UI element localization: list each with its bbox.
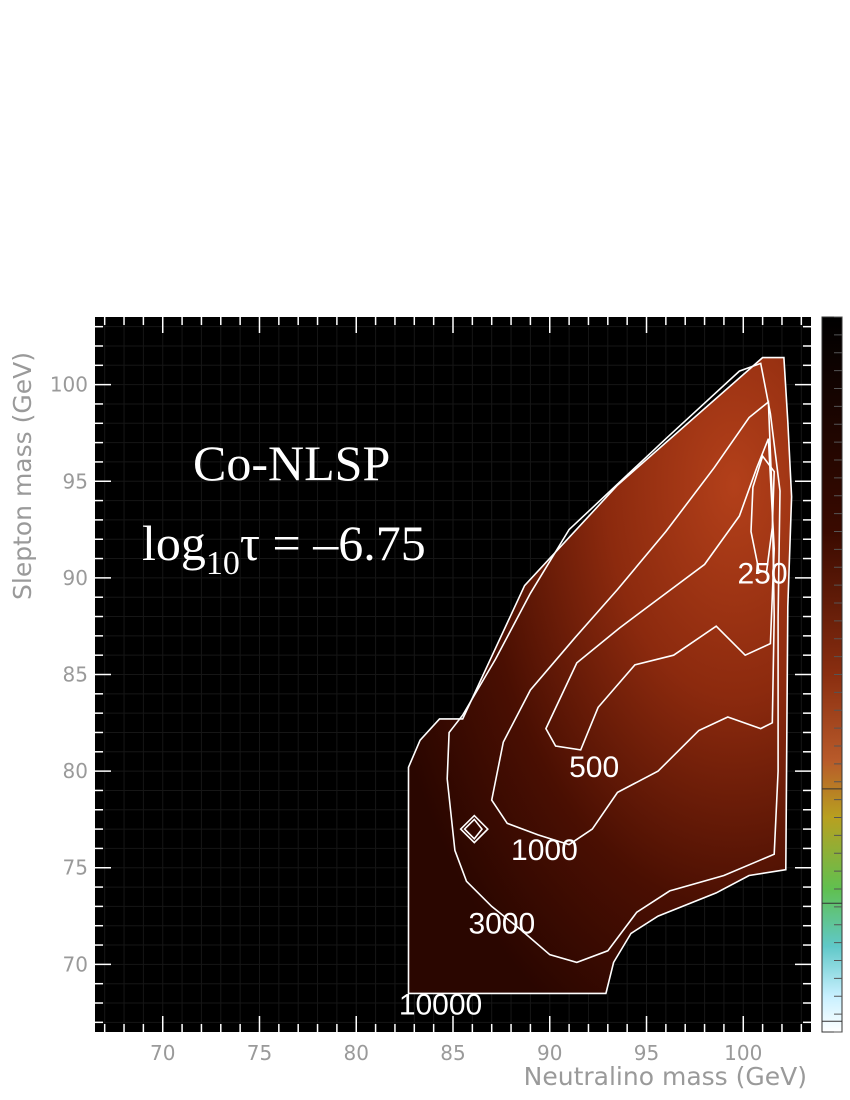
contour-lines: 10000 3000 1000 500 250 — [399, 356, 793, 1022]
contour-line-3000 — [446, 362, 781, 964]
x-tick-label: 100 — [724, 1041, 762, 1065]
contour-label-1000: 1000 — [511, 834, 578, 867]
x-axis-title: Neutralino mass (GeV) — [524, 1062, 807, 1091]
annotation-tau: τ = –6.75 — [240, 515, 426, 571]
x-tick-label: 80 — [344, 1041, 369, 1065]
y-axis-title: Slepton mass (GeV) — [8, 352, 37, 600]
x-tick-label: 85 — [440, 1041, 465, 1065]
contour-line-250 — [750, 454, 776, 574]
contour-label-3000: 3000 — [468, 907, 535, 940]
annotation-line1: Co-NLSP — [193, 435, 390, 491]
contour-line-500 — [545, 438, 776, 751]
y-tick-label: 75 — [63, 856, 88, 880]
contour-label-250: 250 — [737, 558, 787, 591]
colorbar-ticks — [822, 316, 842, 1033]
contour-island — [463, 818, 484, 841]
y-tick-label: 80 — [63, 759, 88, 783]
y-tick-label: 85 — [63, 663, 88, 687]
x-tick-label: 90 — [537, 1041, 562, 1065]
x-tick-label: 70 — [150, 1041, 175, 1065]
contour-label-10000: 10000 — [399, 989, 482, 1022]
y-tick-label: 70 — [63, 952, 88, 976]
x-tick-label: 75 — [247, 1041, 272, 1065]
axis-ticks — [95, 317, 811, 1032]
tick-labels: 70 75 80 85 90 95 100 70 75 80 85 90 95 100 — [50, 373, 763, 1065]
contour-island — [459, 814, 489, 844]
y-tick-label: 100 — [50, 373, 88, 397]
contour-line-10000 — [407, 356, 793, 995]
contour-label-500: 500 — [569, 751, 619, 784]
annotation-subscript: 10 — [206, 545, 240, 582]
y-tick-label: 90 — [63, 566, 88, 590]
annotation-line2: log10τ = –6.75 — [142, 515, 426, 582]
annotation-log: log — [142, 515, 206, 571]
contour-line-1000 — [490, 400, 776, 846]
y-tick-label: 95 — [63, 469, 88, 493]
x-tick-label: 95 — [634, 1041, 659, 1065]
heatmap-region — [408, 357, 792, 994]
